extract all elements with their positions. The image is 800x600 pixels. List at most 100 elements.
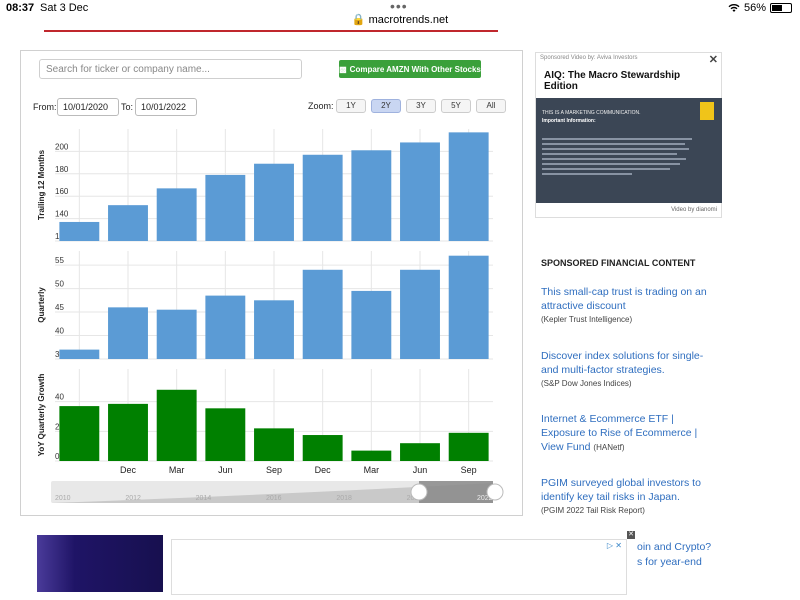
y-tick-label: 0 [55,452,60,461]
sponsored-item[interactable]: This small-cap trust is trading on an at… [541,285,721,324]
sponsored-link-partial[interactable]: oin and Crypto? [637,541,712,553]
zoom-1y-button[interactable]: 1Y [336,99,366,113]
bar [400,269,440,359]
x-tick-label: Sep [461,465,477,475]
y-axis-label: Quarterly [37,287,46,323]
navigator-year: 2022 [477,495,493,502]
video-ad[interactable]: Sponsored Video by: Aviva Investors ✕ AI… [535,52,722,218]
more-dots-icon[interactable]: ••• [390,0,408,14]
bar [302,435,343,461]
compare-button[interactable]: ▩ Compare AMZN With Other Stocks [339,60,481,78]
y-tick-label: 40 [55,327,64,336]
bar [448,255,489,359]
bar [448,432,489,461]
sponsored-item[interactable]: Discover index solutions for single- and… [541,349,721,388]
zoom-all-button[interactable]: All [476,99,506,113]
navigator-year: 2012 [125,495,141,502]
chart-panel: Search for ticker or company name... ▩ C… [20,50,523,516]
x-tick-label: Jun [218,465,233,475]
zoom-label: Zoom: [308,101,334,111]
bar [254,163,294,241]
revenue-charts: 120140160180200Trailing 12 Months3540455… [37,129,504,503]
bar [156,309,197,359]
zoom-2y-button[interactable]: 2Y [371,99,401,113]
bar [302,269,343,359]
aviva-logo [700,102,714,120]
from-label: From: [33,102,57,112]
navigator-year: 2010 [55,495,71,502]
status-date: Sat 3 Dec [40,2,89,14]
x-tick-label: Dec [315,465,332,475]
sponsored-source: (PGIM 2022 Tail Risk Report) [541,506,645,515]
url-text: macrotrends.net [368,14,449,26]
wifi-icon [728,4,740,12]
from-date-input[interactable]: 10/01/2020 [57,98,119,116]
y-tick-label: 140 [55,210,69,219]
x-tick-label: Jun [413,465,428,475]
range-handle-right[interactable] [486,483,504,501]
y-tick-label: 50 [55,280,64,289]
bar [351,150,392,241]
bar [400,142,440,241]
lock-icon: 🔒 [351,14,366,26]
bar [448,132,489,241]
sponsored-link[interactable]: Internet & Ecommerce ETF | Exposure to R… [541,412,721,455]
ad-close-icon[interactable]: ✕ [627,531,635,539]
bar [205,295,246,359]
navigator-area [51,483,493,503]
status-right: 56% [728,2,792,14]
sponsored-source: (Kepler Trust Intelligence) [541,315,633,324]
bar [205,408,246,461]
bar [59,349,100,359]
navigator-year: 2018 [336,495,352,502]
status-time: 08:37 [6,2,35,14]
video-ad-frame[interactable]: THIS IS A MARKETING COMMUNICATION. Impor… [536,98,722,203]
bar [254,428,294,461]
bar-chart-icon: ▩ [339,64,347,74]
navigator-year: 2014 [196,495,212,502]
bar [108,403,148,461]
url-bar[interactable]: 🔒 macrotrends.net [0,13,800,26]
y-axis-label: YoY Quarterly Growth [37,373,46,456]
header-divider [44,30,498,32]
sponsored-item[interactable]: Internet & Ecommerce ETF | Exposure to R… [541,412,721,455]
battery-level [772,5,783,11]
bar [351,290,392,359]
status-bar: 08:37 Sat 3 Dec ••• 56% [0,0,800,16]
video-ad-fineprint [542,138,692,188]
close-icon[interactable]: ✕ [708,54,718,66]
bar [108,205,148,241]
bar [156,188,197,241]
y-tick-label: 160 [55,187,69,196]
bar [156,389,197,461]
to-date-input[interactable]: 10/01/2022 [135,98,197,116]
bar [59,406,100,461]
y-tick-label: 180 [55,165,69,174]
video-ad-title: AIQ: The Macro Stewardship Edition [544,70,681,92]
bottom-banner-ad[interactable] [37,535,163,592]
video-ad-sponsor: Sponsored Video by: Aviva Investors [540,55,638,61]
y-tick-label: 45 [55,303,64,312]
video-ad-byline: Video by dianomi [671,207,717,213]
bar [205,174,246,241]
sponsored-link[interactable]: This small-cap trust is trading on an at… [541,286,707,312]
range-handle-left[interactable] [410,483,428,501]
zoom-5y-button[interactable]: 5Y [441,99,471,113]
x-tick-label: Mar [364,465,380,475]
sponsored-link-text[interactable]: Internet & Ecommerce ETF | Exposure to R… [541,413,698,453]
bottom-overlay-ad[interactable]: ▷ ✕ [171,539,627,595]
bar [302,154,343,241]
sponsored-link-partial[interactable]: s for year-end [637,556,702,568]
y-tick-label: 40 [55,393,64,402]
x-tick-label: Dec [120,465,137,475]
video-ad-line2: Important Information: [542,118,596,124]
zoom-3y-button[interactable]: 3Y [406,99,436,113]
bar [108,307,148,359]
search-input[interactable]: Search for ticker or company name... [39,59,302,79]
sponsored-item[interactable]: PGIM surveyed global investors to identi… [541,476,721,515]
adchoices-icon[interactable]: ▷ ✕ [606,541,622,550]
bar [400,443,440,461]
sponsored-source: (HANetf) [593,443,625,452]
sponsored-link[interactable]: Discover index solutions for single- and… [541,350,704,376]
sponsored-link[interactable]: PGIM surveyed global investors to identi… [541,477,701,503]
